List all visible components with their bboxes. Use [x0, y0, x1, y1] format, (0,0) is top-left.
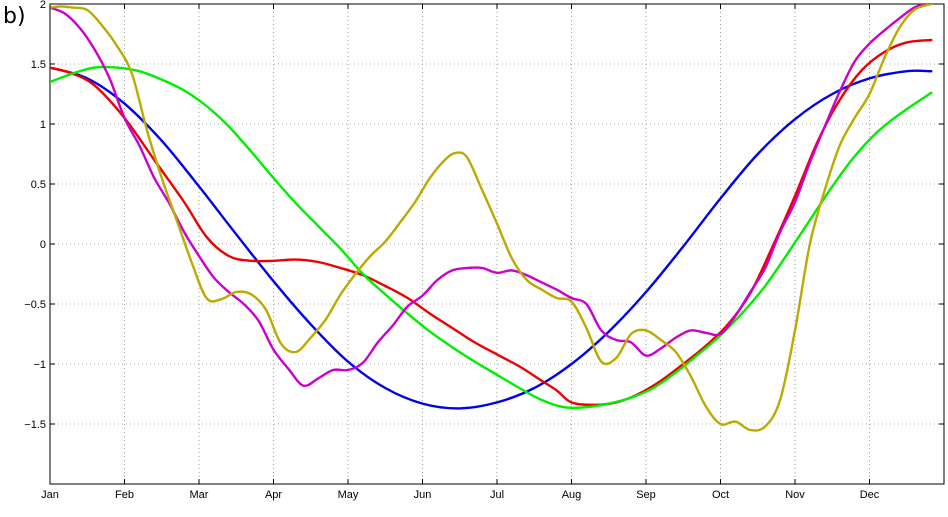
- x-tick-label: Jun: [414, 489, 432, 501]
- y-tick-label: −0.5: [24, 299, 46, 311]
- y-tick-label: 1: [40, 119, 46, 131]
- y-tick-label: −1: [33, 359, 46, 371]
- axis-ticks: [49, 3, 944, 484]
- x-tick-label: Aug: [562, 489, 582, 501]
- x-tick-label: Dec: [860, 489, 880, 501]
- series-line-3: [50, 65, 933, 410]
- series-line-2: [50, 38, 933, 406]
- y-axis-tick-labels: 2 1.5 1 0.5 0 −0.5 −1 −1.5: [24, 0, 46, 431]
- y-tick-label: 1.5: [31, 59, 46, 71]
- x-tick-label: Oct: [712, 489, 729, 501]
- panel-label: b): [3, 4, 26, 29]
- x-tick-label: May: [338, 489, 359, 501]
- x-tick-label: Jul: [490, 489, 504, 501]
- x-tick-label: Nov: [785, 489, 805, 501]
- series-group: [50, 4, 933, 432]
- x-tick-label: Jan: [41, 489, 59, 501]
- series-line-4: [50, 4, 927, 388]
- y-tick-label: −1.5: [24, 419, 46, 431]
- y-tick-label: 0: [40, 239, 46, 251]
- series-line-5: [50, 4, 933, 432]
- x-tick-label: Apr: [265, 489, 282, 501]
- x-tick-label: Mar: [190, 489, 209, 501]
- x-tick-label: Sep: [636, 489, 656, 501]
- x-axis-tick-labels: Jan Feb Mar Apr May Jun Jul Aug Sep Oct Nov Dec: [41, 489, 880, 501]
- y-tick-label: 0.5: [31, 179, 46, 191]
- series-line-1: [50, 66, 933, 410]
- y-tick-label: 2: [40, 0, 46, 11]
- x-tick-label: Feb: [115, 489, 134, 501]
